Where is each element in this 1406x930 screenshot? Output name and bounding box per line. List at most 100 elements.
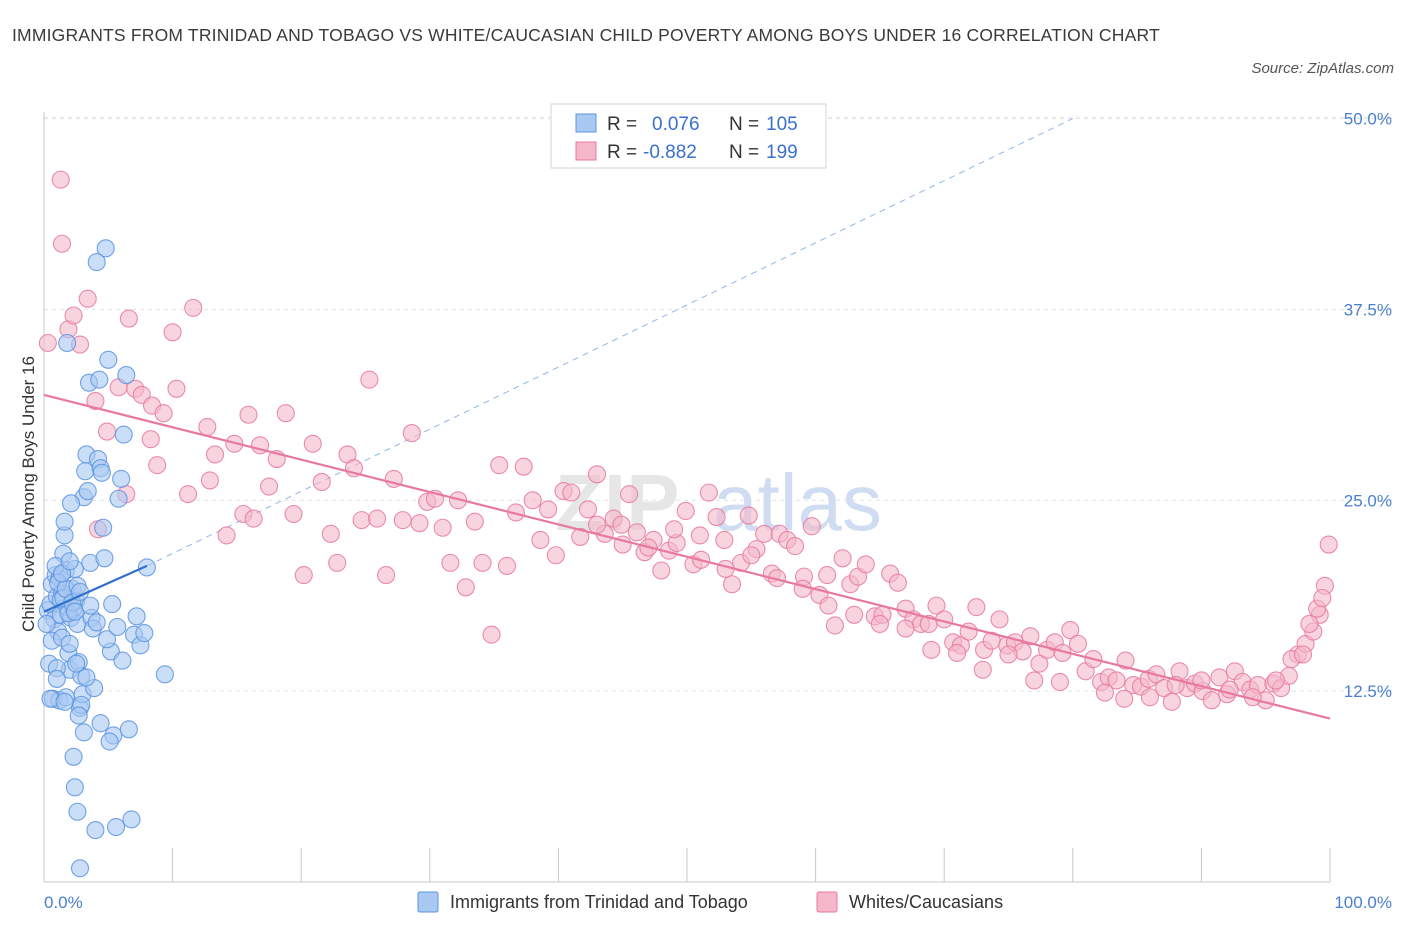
series-whites-points xyxy=(38,170,1338,720)
stats-swatch-blue xyxy=(575,113,597,133)
point-whites xyxy=(1140,688,1160,707)
point-whites xyxy=(523,491,542,510)
point-whites xyxy=(620,485,639,504)
point-whites xyxy=(999,645,1018,664)
point-whites xyxy=(1115,689,1134,708)
grid-lines xyxy=(44,116,1392,692)
point-immigrants xyxy=(65,778,84,797)
legend-label-whites: Whites/Caucasians xyxy=(849,892,1003,912)
point-whites xyxy=(360,370,379,389)
point-whites xyxy=(377,566,396,585)
point-whites xyxy=(52,234,72,253)
point-whites xyxy=(141,430,160,449)
point-whites xyxy=(539,500,558,519)
point-immigrants xyxy=(95,549,114,568)
point-whites xyxy=(1162,692,1181,711)
point-immigrants xyxy=(58,333,77,353)
point-whites xyxy=(352,511,371,530)
point-whites xyxy=(888,573,907,592)
x-axis-ticks xyxy=(172,848,1331,882)
point-whites xyxy=(97,422,117,441)
point-immigrants xyxy=(78,482,97,501)
point-whites xyxy=(802,517,821,536)
point-whites xyxy=(410,514,429,533)
stats-r-value-blue: 0.076 xyxy=(652,114,700,135)
point-whites xyxy=(321,524,340,543)
point-whites xyxy=(1202,691,1221,710)
trend-line-whites xyxy=(43,393,1331,720)
point-whites xyxy=(587,465,607,484)
point-immigrants xyxy=(60,552,79,571)
point-whites xyxy=(312,472,331,491)
point-whites xyxy=(990,610,1009,629)
point-immigrants xyxy=(55,692,74,711)
point-immigrants xyxy=(37,614,56,634)
point-immigrants xyxy=(77,668,96,687)
point-immigrants xyxy=(106,817,126,837)
stats-legend-box: R = 0.076 N = 105 R = -0.882 N = 199 xyxy=(550,103,827,169)
point-whites xyxy=(627,523,646,542)
point-whites xyxy=(922,640,941,659)
point-immigrants xyxy=(100,732,119,751)
y-tick-label: 50.0% xyxy=(1344,110,1392,129)
y-tick-label: 25.0% xyxy=(1344,491,1392,510)
source-note: Source: ZipAtlas.com xyxy=(1251,60,1394,77)
point-whites xyxy=(482,625,501,644)
chart-title: IMMIGRANTS FROM TRINIDAD AND TOBAGO VS W… xyxy=(12,25,1160,45)
trend-line-immigrants xyxy=(43,564,148,613)
point-whites xyxy=(154,404,173,423)
point-whites xyxy=(163,323,182,342)
point-whites xyxy=(722,575,742,594)
point-whites xyxy=(1068,634,1087,653)
point-whites xyxy=(433,518,452,537)
point-whites xyxy=(715,530,734,550)
point-whites xyxy=(785,537,805,556)
point-whites xyxy=(1300,614,1319,634)
point-whites xyxy=(793,579,812,598)
legend-label-immigrants: Immigrants from Trinidad and Tobago xyxy=(450,892,748,912)
point-whites xyxy=(1050,672,1069,692)
stats-n-label-blue: N = xyxy=(729,114,759,135)
point-whites xyxy=(490,456,509,475)
point-whites xyxy=(819,596,838,615)
point-immigrants xyxy=(87,613,106,632)
point-immigrants xyxy=(103,595,122,614)
point-whites xyxy=(244,509,263,528)
point-whites xyxy=(652,561,671,580)
point-whites xyxy=(259,477,279,496)
point-whites xyxy=(676,501,695,521)
point-whites xyxy=(571,527,590,546)
point-whites xyxy=(870,614,889,634)
point-whites xyxy=(368,509,387,528)
point-immigrants xyxy=(81,596,100,615)
point-immigrants xyxy=(117,366,136,385)
point-whites xyxy=(967,598,986,617)
x-tick-label-max: 100.0% xyxy=(1334,893,1392,912)
point-whites xyxy=(441,553,460,572)
point-whites xyxy=(818,566,837,585)
point-immigrants xyxy=(155,665,174,684)
point-whites xyxy=(927,596,946,615)
point-immigrants xyxy=(69,706,88,725)
point-immigrants xyxy=(67,654,86,673)
point-whites xyxy=(1266,671,1286,690)
point-immigrants xyxy=(55,512,74,531)
point-immigrants xyxy=(87,253,106,272)
y-axis-tick-labels: 12.5% 25.0% 37.5% 50.0% xyxy=(1344,110,1392,702)
point-whites xyxy=(303,434,322,453)
point-whites xyxy=(1116,651,1135,670)
axes xyxy=(43,112,1330,883)
point-immigrants xyxy=(114,425,133,444)
point-immigrants xyxy=(91,714,110,733)
point-whites xyxy=(294,566,313,585)
point-immigrants xyxy=(47,669,66,688)
point-whites xyxy=(1030,654,1049,673)
point-whites xyxy=(531,530,550,550)
point-whites xyxy=(514,457,533,476)
legend-swatch-whites xyxy=(816,891,838,913)
point-immigrants xyxy=(86,821,105,840)
point-whites xyxy=(845,605,864,624)
point-immigrants xyxy=(119,720,138,739)
point-whites xyxy=(948,643,967,663)
stats-n-label-pink: N = xyxy=(729,142,759,163)
